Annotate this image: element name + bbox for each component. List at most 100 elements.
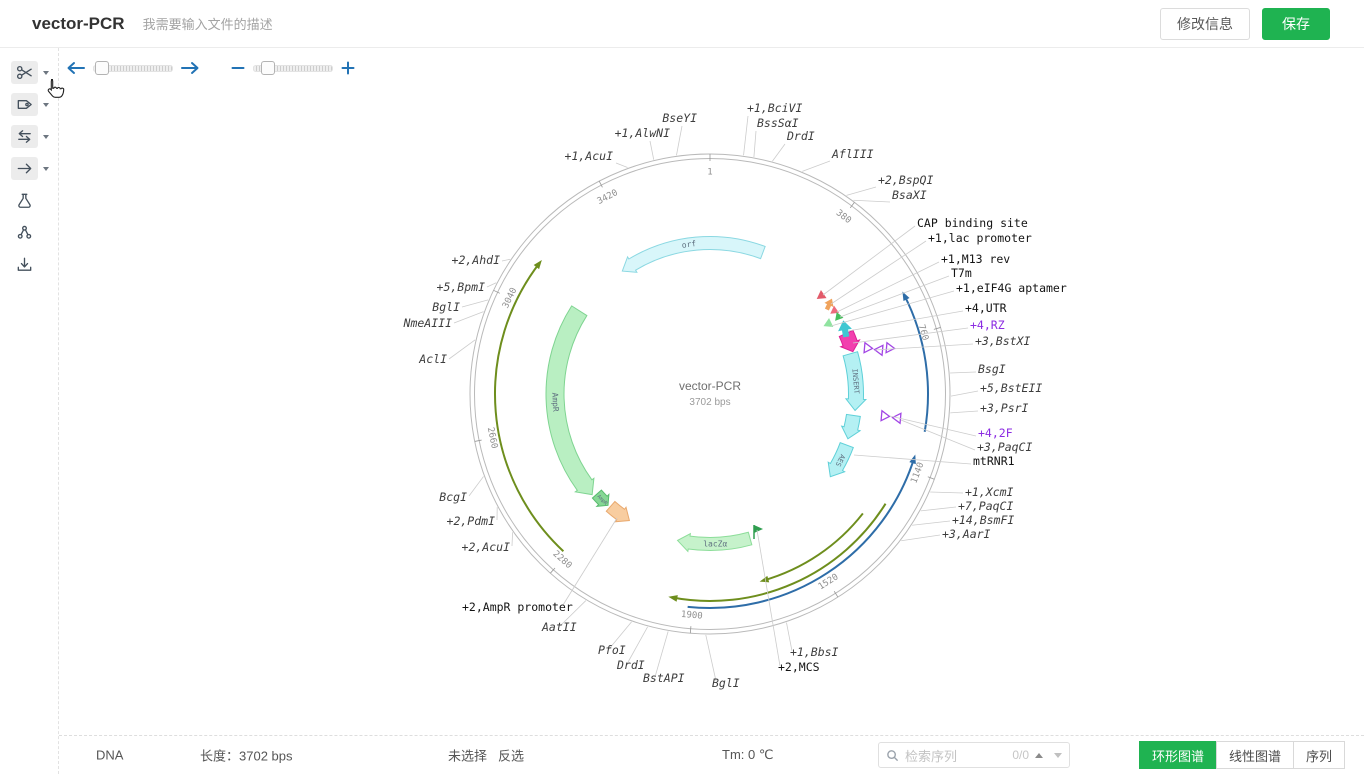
tick-mark [550, 567, 556, 574]
enzyme-site-label[interactable]: +14,BsmFI [952, 513, 1014, 527]
enzyme-site-label[interactable]: AflIII [831, 147, 874, 161]
feature-site-label[interactable]: +2,AmpR promoter [462, 600, 573, 614]
enzyme-site-label[interactable]: +7,PaqCI [958, 499, 1013, 513]
recognition-site-triangle[interactable] [863, 341, 874, 354]
feature-glyph-triangle[interactable] [816, 289, 829, 303]
swap-tool-dropdown-caret[interactable] [43, 134, 49, 139]
enzyme-site-label[interactable]: DrdI [786, 129, 815, 143]
feature-site-label[interactable]: mtRNR1 [973, 454, 1015, 468]
search-next-icon[interactable] [1054, 752, 1062, 758]
feature-site-label[interactable]: +4,RZ [970, 318, 1005, 332]
structure-tool-button[interactable] [11, 221, 58, 244]
enzyme-site-label[interactable]: +1,BbsI [790, 645, 839, 659]
zoom-slider[interactable] [253, 60, 333, 75]
feature-band-seg[interactable] [840, 413, 862, 440]
recognition-site-triangle[interactable] [873, 344, 884, 357]
primer-tool-button[interactable] [11, 157, 58, 180]
primer-arrow-arc[interactable] [687, 458, 916, 609]
enzyme-flask-button[interactable] [11, 189, 58, 212]
enzyme-site-label[interactable]: +1,AcuI [565, 149, 614, 163]
enzyme-site-label[interactable]: +2,PdmI [447, 514, 496, 528]
enzyme-site-label[interactable]: BstAPI [643, 671, 685, 685]
enzyme-site-label[interactable]: +2,AcuI [462, 540, 511, 554]
feature-band-lacZa[interactable] [676, 531, 753, 553]
feature-glyph-triangle[interactable] [835, 312, 844, 322]
save-button[interactable]: 保存 [1262, 7, 1330, 40]
enzyme-site-label[interactable]: +3,PaqCI [977, 440, 1032, 454]
feature-glyph-arrow[interactable] [836, 319, 853, 338]
recognition-site-triangle[interactable] [880, 409, 891, 422]
feature-site-label[interactable]: +1,M13 rev [941, 252, 1010, 266]
feature-band-INSERT[interactable] [842, 351, 868, 412]
label-leader-line [900, 419, 976, 451]
pan-slider[interactable] [93, 60, 173, 75]
enzyme-site-label[interactable]: +1,AlwNI [615, 126, 670, 140]
enzyme-site-label[interactable]: +5,BstEII [980, 381, 1042, 395]
primer-arrow-arc[interactable] [494, 262, 565, 552]
enzyme-site-label[interactable]: DrdI [616, 658, 645, 672]
feature-site-label[interactable]: CAP binding site [917, 216, 1028, 230]
enzyme-site-label[interactable]: PfoI [598, 643, 626, 657]
enzyme-site-label[interactable]: +3,PsrI [980, 401, 1029, 415]
view-tab-circular[interactable]: 环形图谱 [1138, 741, 1217, 769]
enzyme-site-label[interactable]: AclI [418, 352, 447, 366]
feature-site-label[interactable]: T7m [951, 266, 972, 280]
search-prev-icon[interactable] [1035, 752, 1043, 758]
feature-band-RZ-arrow[interactable] [838, 329, 861, 353]
primer-tool-dropdown-caret[interactable] [43, 166, 49, 171]
pan-right-icon[interactable] [180, 60, 200, 76]
sequence-search-input[interactable]: 检索序列 0/0 [878, 742, 1070, 768]
view-tab-linear[interactable]: 线性图谱 [1215, 741, 1294, 769]
zoom-in-icon[interactable] [340, 60, 356, 76]
pan-left-icon[interactable] [66, 60, 86, 76]
enzyme-site-label[interactable]: +1,XcmI [965, 485, 1014, 499]
feature-site-label[interactable]: +4,2F [978, 426, 1013, 440]
tick-label: 2280 [551, 549, 574, 571]
feature-glyph-triangle[interactable] [821, 317, 834, 331]
cut-tool-button[interactable] [11, 61, 58, 84]
primer-arrow-arc[interactable] [763, 512, 864, 582]
feature-band-signal-peptide[interactable] [605, 500, 631, 523]
tag-tool-button[interactable] [11, 93, 58, 116]
zoom-slider-thumb[interactable] [261, 60, 275, 75]
tag-tool-dropdown-caret[interactable] [43, 102, 49, 107]
enzyme-site-label[interactable]: BssSαI [757, 116, 799, 130]
enzyme-site-label[interactable]: AatII [541, 620, 577, 634]
feature-glyph-arrow[interactable] [822, 297, 836, 312]
enzyme-site-label[interactable]: +2,AhdI [452, 253, 501, 267]
enzyme-site-label[interactable]: NmeAIII [403, 316, 453, 330]
primer-arrow-arc[interactable] [903, 294, 929, 433]
enzyme-site-label[interactable]: BseYI [662, 111, 697, 125]
feature-band-AES[interactable] [827, 442, 854, 478]
view-tab-sequence[interactable]: 序列 [1292, 741, 1345, 769]
feature-band-AmpR[interactable] [545, 305, 595, 496]
edit-info-button[interactable]: 修改信息 [1160, 7, 1250, 40]
feature-site-label[interactable]: +1,eIF4G aptamer [956, 281, 1067, 295]
enzyme-site-label[interactable]: +3,AarI [942, 527, 991, 541]
enzyme-site-label[interactable]: BglI [712, 676, 740, 690]
swap-strand-tool-button[interactable] [11, 125, 58, 148]
pan-slider-thumb[interactable] [95, 60, 109, 75]
cut-tool-dropdown-caret[interactable] [43, 70, 49, 75]
enzyme-site-label[interactable]: +5,BpmI [437, 280, 486, 294]
file-description[interactable]: 我需要输入文件的描述 [142, 17, 273, 32]
enzyme-site-label[interactable]: BsaXI [892, 188, 927, 202]
enzyme-site-label[interactable]: BsgI [978, 362, 1006, 376]
enzyme-site-label[interactable]: +2,BspQI [878, 173, 933, 187]
enzyme-site-label[interactable]: +1,BciVI [747, 101, 802, 115]
enzyme-site-label[interactable]: BglI [432, 300, 460, 314]
enzyme-site-label[interactable]: BcgI [439, 490, 467, 504]
download-button[interactable] [11, 253, 58, 276]
feature-site-label[interactable]: +4,UTR [965, 301, 1007, 315]
feature-band-orf[interactable] [621, 236, 766, 273]
feature-flag[interactable] [754, 525, 763, 533]
enzyme-site-label[interactable]: +3,BstXI [975, 334, 1030, 348]
recognition-site-triangle[interactable] [885, 341, 896, 354]
invert-selection-button[interactable]: 反选 [498, 748, 525, 764]
primer-arrow-arc[interactable] [672, 503, 887, 602]
zoom-out-icon[interactable] [230, 60, 246, 76]
feature-site-label[interactable]: +1,lac promoter [928, 231, 1032, 245]
feature-site-label[interactable]: +2,MCS [778, 660, 820, 674]
feature-band-AmpR-tip[interactable] [591, 489, 610, 508]
